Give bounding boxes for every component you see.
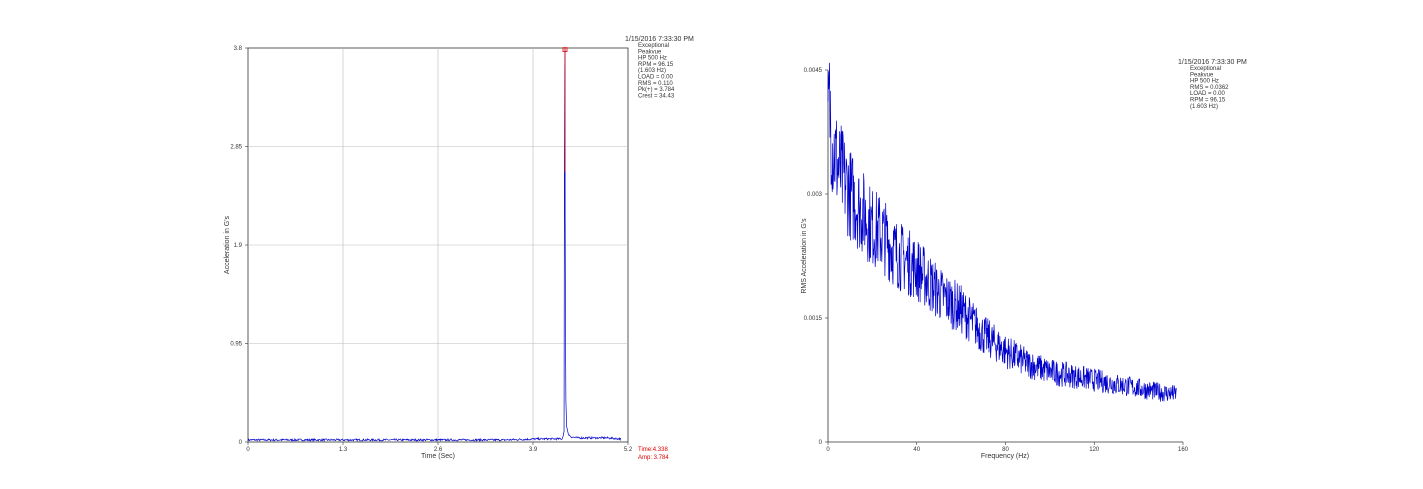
waveform-info-line: (1.603 Hz) (638, 68, 666, 74)
spectrum-timestamp: 1/15/2016 7:33:30 PM (1178, 59, 1247, 66)
spectrum-info-line: RPM = 96.15 (1190, 98, 1226, 104)
waveform-y-tick-label: 3.8 (234, 46, 243, 52)
spectrum-info-line: LOAD = 0.00 (1190, 91, 1226, 97)
waveform-x-tick-label: 2.6 (434, 447, 443, 453)
spectrum-x-tick-label: 40 (913, 447, 920, 453)
spectrum-y-tick-label: 0.003 (807, 192, 823, 198)
spectrum-y-tick-label: 0.0015 (804, 316, 823, 322)
spectrum-info-line: RMS = 0.0362 (1190, 85, 1229, 91)
spectrum-x-tick-label: 120 (1089, 447, 1100, 453)
spectrum-x-tick-label: 160 (1178, 447, 1189, 453)
spectrum-x-tick-label: 0 (826, 447, 830, 453)
waveform-info-line: Crest = 34.43 (638, 93, 675, 99)
waveform-y-tick-label: 0.95 (230, 342, 242, 348)
waveform-series (247, 49, 622, 443)
spectrum-plot-area (828, 70, 1183, 442)
spectrum-chart: 0 40 80 120 160 0 0.0015 0.003 0.0045 Frequency… (801, 59, 1247, 460)
waveform-info-line: Peakvue (638, 49, 662, 55)
spectrum-y-tick-label: 0 (819, 440, 823, 446)
waveform-info-line: HP 500 Hz (638, 56, 667, 62)
waveform-cursor-amp-label: Amp: 3.784 (638, 455, 669, 461)
spectrum-info-line: Peakvue (1190, 72, 1214, 78)
waveform-chart: 0 1.3 2.6 3.9 5.2 0 0.95 1.9 2.85 3.8 Time (Sec)… (224, 36, 694, 461)
waveform-cursor[interactable] (562, 47, 568, 173)
waveform-x-ticks: 0 1.3 2.6 3.9 5.2 (246, 442, 633, 453)
waveform-x-tick-label: 3.9 (529, 447, 538, 453)
spectrum-y-tick-label: 0.0045 (804, 68, 823, 74)
spectrum-info-line: (1.603 Hz) (1190, 104, 1218, 110)
waveform-timestamp: 1/15/2016 7:33:30 PM (625, 36, 694, 43)
waveform-y-tick-label: 2.85 (230, 145, 242, 151)
spectrum-y-axis-title: RMS Acceleration in G's (801, 218, 808, 294)
waveform-cursor-time-label: Time:4.338 (638, 447, 668, 453)
spectrum-info-line: Exceptional (1190, 66, 1221, 72)
waveform-series-line (247, 49, 622, 443)
waveform-info-line: Exceptional (638, 43, 669, 49)
waveform-y-ticks: 0 0.95 1.9 2.85 3.8 (230, 46, 248, 446)
waveform-x-tick-label: 1.3 (339, 447, 348, 453)
waveform-info-line: LOAD = 0.00 (638, 75, 674, 81)
waveform-info-line: RPM = 96.15 (638, 62, 674, 68)
waveform-x-axis-title: Time (Sec) (421, 453, 455, 460)
waveform-y-axis-title: Acceleration in G's (224, 215, 231, 274)
waveform-y-tick-label: 1.9 (234, 243, 243, 249)
spectrum-x-tick-label: 80 (1002, 447, 1009, 453)
waveform-cursor-marker[interactable] (562, 47, 568, 53)
spectrum-series (827, 62, 1177, 402)
spectrum-info-line: HP 500 Hz (1190, 79, 1219, 85)
waveform-x-tick-label: 5.2 (624, 447, 633, 453)
waveform-info-line: Pk(+) = 3.784 (638, 87, 675, 93)
waveform-info-line: RMS = 0.110 (638, 81, 673, 87)
spectrum-x-ticks: 0 40 80 120 160 (826, 442, 1189, 453)
waveform-y-tick-label: 0 (239, 440, 243, 446)
spectrum-x-axis-title: Frequency (Hz) (981, 453, 1029, 460)
spectrum-y-ticks: 0 0.0015 0.003 0.0045 (804, 68, 828, 446)
spectrum-series-line (827, 62, 1177, 402)
waveform-x-tick-label: 0 (246, 447, 250, 453)
